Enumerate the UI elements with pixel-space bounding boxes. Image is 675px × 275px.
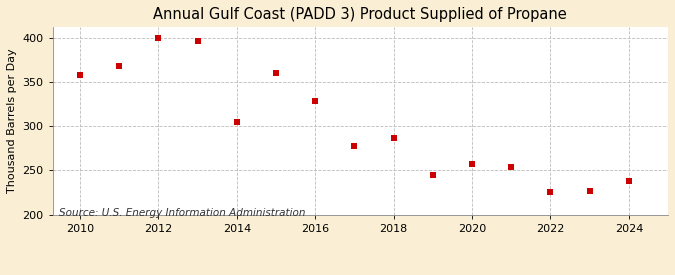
Point bbox=[349, 144, 360, 149]
Point bbox=[271, 71, 281, 75]
Point bbox=[388, 136, 399, 140]
Text: Source: U.S. Energy Information Administration: Source: U.S. Energy Information Administ… bbox=[59, 208, 305, 218]
Point bbox=[585, 188, 595, 193]
Point bbox=[232, 120, 242, 124]
Title: Annual Gulf Coast (PADD 3) Product Supplied of Propane: Annual Gulf Coast (PADD 3) Product Suppl… bbox=[153, 7, 567, 22]
Point bbox=[624, 179, 634, 183]
Point bbox=[466, 162, 477, 166]
Point bbox=[545, 190, 556, 195]
Point bbox=[153, 36, 164, 40]
Point bbox=[310, 99, 321, 104]
Y-axis label: Thousand Barrels per Day: Thousand Barrels per Day bbox=[7, 49, 17, 193]
Point bbox=[75, 73, 86, 77]
Point bbox=[506, 165, 516, 169]
Point bbox=[427, 172, 438, 177]
Point bbox=[192, 39, 203, 44]
Point bbox=[114, 64, 125, 68]
